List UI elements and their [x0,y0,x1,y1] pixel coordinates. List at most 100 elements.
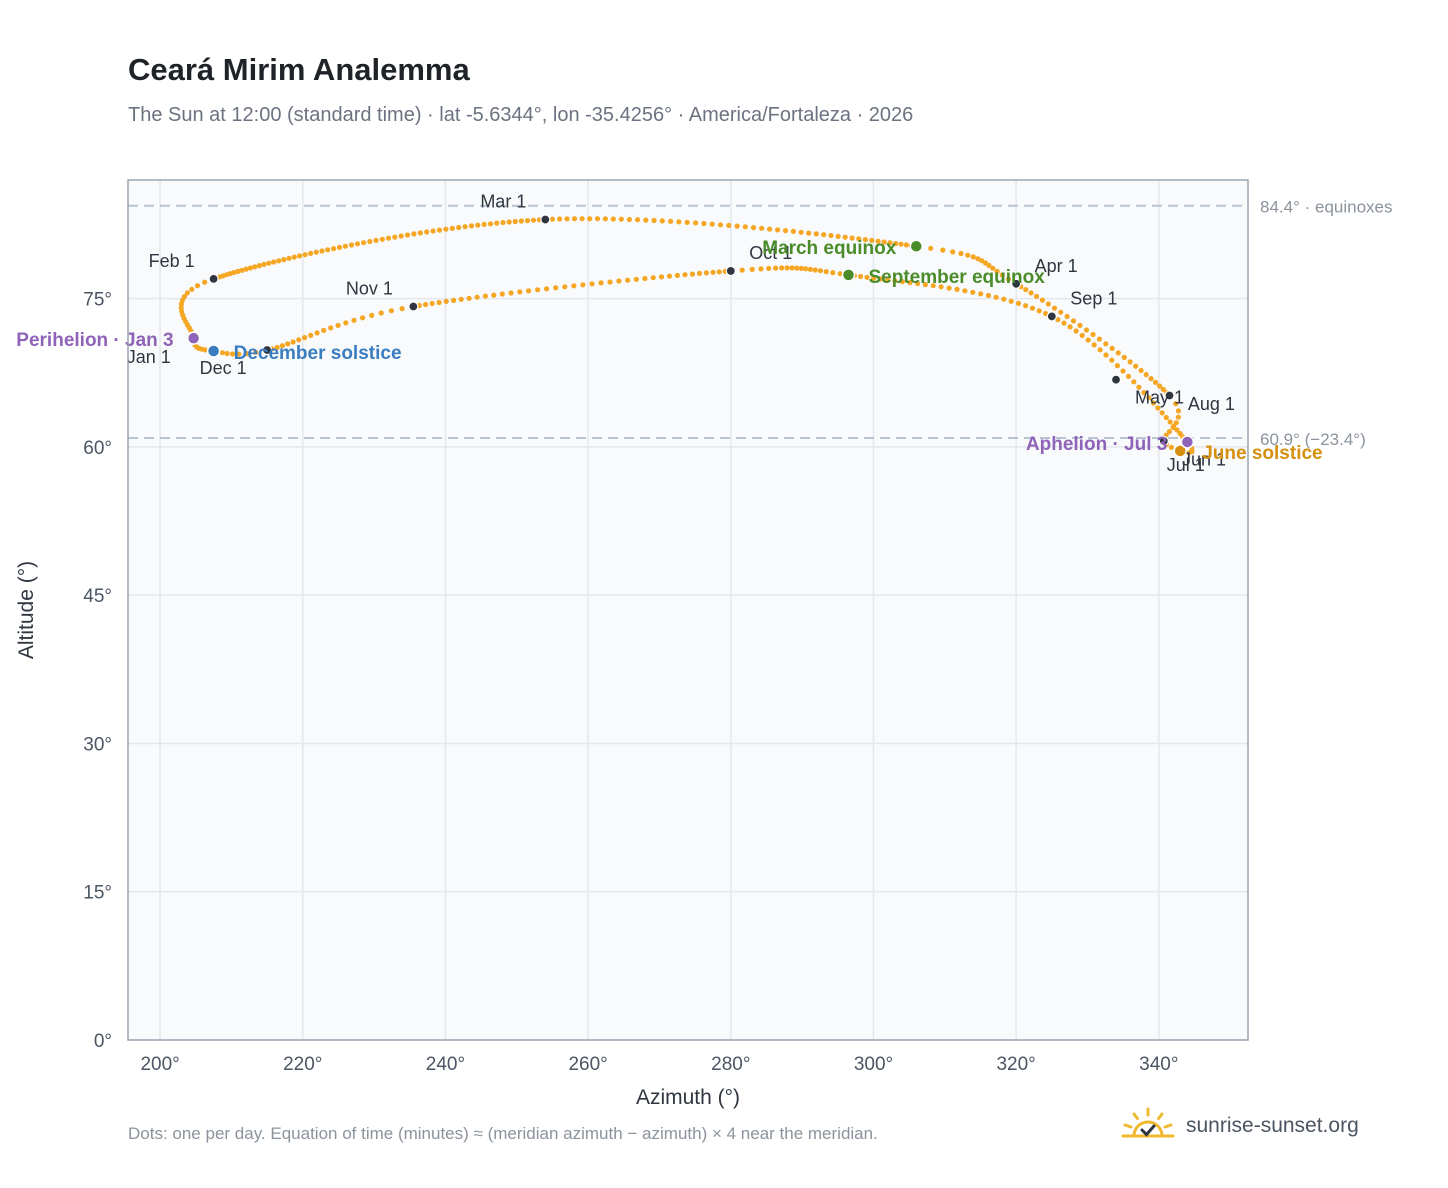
day-dot [253,349,259,355]
day-dot [1163,414,1169,421]
day-dot [898,241,904,247]
day-dot [1131,379,1137,385]
day-dot [1159,410,1165,416]
x-tick-label: 200° [140,1054,179,1075]
day-dot [378,310,384,316]
day-dot [985,292,992,299]
day-dot [499,291,505,297]
y-tick-label: 45° [83,586,112,607]
day-dot [351,317,357,323]
day-dot [975,256,981,262]
day-dot [286,255,292,261]
day-dot [626,216,633,223]
day-dot [475,222,481,228]
day-dot [580,282,586,288]
day-dot [1058,309,1064,315]
day-dot [302,335,308,341]
day-dot [388,308,394,314]
day-dot [449,225,455,231]
day-dot [436,299,442,306]
event-label: Perihelion · Jan 3 [16,330,173,351]
day-dot [361,240,367,246]
plot-frame [127,179,1249,1041]
day-dot [835,233,841,239]
day-dot [803,266,809,272]
day-dot [579,216,585,222]
day-dot [594,216,601,222]
day-dot [616,278,622,284]
day-dot [379,236,385,242]
day-dot [684,219,690,225]
event-marker [909,239,924,253]
day-dot [1029,305,1036,311]
day-dot [291,254,297,260]
day-dot [1055,317,1061,323]
day-dot [1177,430,1183,437]
day-dot [1127,359,1133,365]
day-dot [256,263,262,269]
event-label: June solstice [1202,443,1322,464]
x-tick-label: 300° [854,1054,893,1075]
day-dot [1109,357,1115,363]
day-dot [928,245,934,251]
day-dot [1023,303,1029,309]
x-tick-label: 240° [426,1054,465,1075]
day-dot [385,235,392,241]
day-dot [946,285,952,291]
day-dot [1083,327,1090,333]
day-dot [759,225,765,231]
event-marker [1173,444,1187,458]
day-dot [842,234,848,240]
day-dot [404,232,411,238]
day-dot [1125,373,1132,379]
event-label: Aphelion · Jul 3 [1026,434,1167,455]
sun-logo-icon [1121,1107,1175,1138]
day-dot [642,275,648,282]
day-dot [398,233,404,239]
daily-sun-path [178,216,1195,456]
day-dot [482,293,488,299]
day-dot [899,279,905,285]
day-dot [782,228,789,234]
day-dot [812,267,818,273]
day-dot [1167,419,1173,425]
day-dot [553,285,559,291]
day-dot [1152,379,1159,385]
x-tick-label: 260° [568,1054,607,1075]
day-dot [335,322,341,328]
day-dot [915,280,921,287]
day-dot [343,320,349,326]
day-dot [907,279,913,286]
day-dot [1120,368,1126,374]
brand[interactable]: sunrise-sunset.org [1120,1104,1359,1148]
event-label: December solstice [234,343,402,364]
day-dot [750,225,757,231]
day-dot [1001,296,1007,302]
event-marker [186,331,201,345]
day-dot [178,305,184,311]
month-marker [408,301,419,312]
month-marker [725,265,736,277]
day-dot [817,268,824,274]
month-marker [208,273,219,284]
month-marker [1110,374,1122,385]
day-dot [1036,308,1042,314]
day-dot [885,277,891,283]
day-dot [348,242,355,248]
day-dot [423,301,429,308]
day-dot [544,286,550,292]
reference-line-label: 84.4° · equinoxes [1260,198,1393,217]
day-dot [1103,341,1109,347]
event-marker [1180,435,1195,449]
day-dot [549,216,556,222]
day-dot [739,267,745,273]
month-marker-label: Nov 1 [346,279,393,299]
day-dot [978,291,984,297]
day-dot [726,222,732,228]
day-dot [650,275,656,281]
day-dot [1008,298,1014,304]
day-dot [411,231,417,237]
day-dot [302,252,308,258]
day-dot [219,350,225,356]
